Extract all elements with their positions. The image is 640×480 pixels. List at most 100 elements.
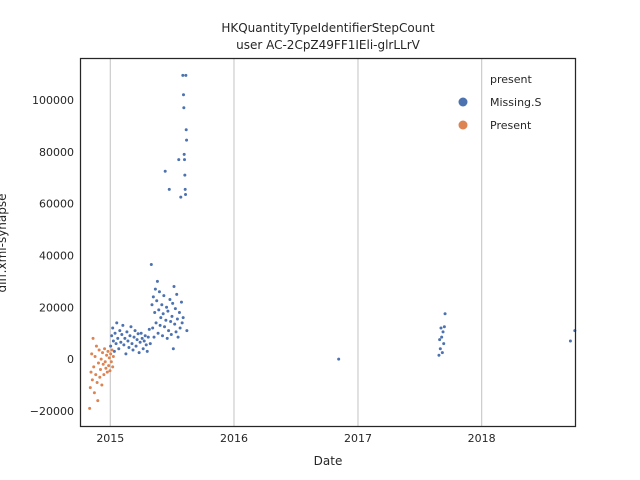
y-tick-labels: −20000 0 20000 40000 60000 80000 100000 xyxy=(30,94,74,418)
y-tick-label: 40000 xyxy=(39,249,74,262)
point-missing-s xyxy=(146,335,150,339)
point-missing-s xyxy=(169,320,173,324)
point-present xyxy=(96,399,100,403)
point-present xyxy=(94,344,98,348)
point-missing-s xyxy=(172,285,176,289)
point-missing-s xyxy=(132,335,136,339)
point-missing-s xyxy=(115,321,119,325)
point-missing-s xyxy=(442,325,446,329)
point-missing-s xyxy=(153,310,157,314)
point-present xyxy=(111,365,115,369)
legend-label-present: Present xyxy=(490,119,532,132)
point-missing-s xyxy=(179,195,183,199)
point-missing-s xyxy=(185,138,189,142)
legend-title: present xyxy=(490,73,533,86)
point-present xyxy=(89,370,93,374)
point-missing-s xyxy=(110,334,114,338)
point-missing-s xyxy=(119,340,123,344)
point-missing-s xyxy=(184,193,188,197)
point-missing-s xyxy=(135,338,139,342)
point-missing-s xyxy=(175,317,179,321)
y-axis-label: diff.xml-synapse xyxy=(0,193,9,292)
legend-marker-present xyxy=(458,120,468,130)
grid xyxy=(109,58,483,427)
point-missing-s xyxy=(138,340,142,344)
point-present xyxy=(92,391,96,395)
point-missing-s xyxy=(171,301,175,305)
point-missing-s xyxy=(151,326,155,330)
point-missing-s xyxy=(114,342,118,346)
point-missing-s xyxy=(133,329,137,333)
point-present xyxy=(97,348,101,352)
point-missing-s xyxy=(182,106,186,110)
point-missing-s xyxy=(173,307,177,311)
x-tick-label: 2015 xyxy=(96,432,124,445)
point-present xyxy=(103,360,107,364)
point-missing-s xyxy=(167,187,171,191)
point-present xyxy=(111,355,115,359)
point-present xyxy=(108,369,112,373)
point-present xyxy=(88,406,92,410)
point-present xyxy=(90,352,94,356)
point-missing-s xyxy=(120,333,124,336)
point-missing-s xyxy=(178,326,182,330)
point-missing-s xyxy=(109,344,113,348)
chart-subtitle: user AC-2CpZ49FF1IEli-glrLLrV xyxy=(236,38,421,52)
point-missing-s xyxy=(184,128,188,132)
point-missing-s xyxy=(163,169,167,173)
point-missing-s xyxy=(174,330,178,334)
point-missing-s xyxy=(185,329,189,333)
point-missing-s xyxy=(167,329,171,333)
point-missing-s xyxy=(127,345,131,349)
x-tick-label: 2017 xyxy=(344,432,372,445)
point-missing-s xyxy=(163,325,167,329)
point-missing-s xyxy=(181,316,185,320)
point-missing-s xyxy=(130,342,134,346)
point-missing-s xyxy=(150,303,154,307)
point-present xyxy=(105,353,109,357)
point-missing-s xyxy=(139,331,143,335)
point-missing-s xyxy=(152,335,156,339)
point-missing-s xyxy=(142,339,146,343)
legend-marker-missing xyxy=(458,97,468,107)
y-tick-label: −20000 xyxy=(30,405,74,418)
point-present xyxy=(91,336,95,340)
y-tick-label: 0 xyxy=(67,353,74,366)
point-present xyxy=(90,378,94,382)
point-present xyxy=(110,348,114,352)
point-missing-s xyxy=(161,312,165,316)
point-present xyxy=(98,375,102,379)
point-missing-s xyxy=(441,330,445,334)
point-missing-s xyxy=(134,344,138,348)
point-present xyxy=(99,357,103,361)
y-tick-label: 20000 xyxy=(39,301,74,314)
point-missing-s xyxy=(113,331,117,335)
point-missing-s xyxy=(183,158,187,162)
point-present xyxy=(104,366,108,370)
point-missing-s xyxy=(169,333,173,336)
point-present xyxy=(100,383,104,387)
point-present xyxy=(106,349,110,353)
point-present xyxy=(107,364,111,368)
point-missing-s xyxy=(158,323,162,327)
point-missing-s xyxy=(184,73,188,77)
point-present xyxy=(92,365,96,369)
point-missing-s xyxy=(176,335,180,339)
point-missing-s xyxy=(148,342,152,346)
point-missing-s xyxy=(122,343,126,347)
point-missing-s xyxy=(438,338,442,342)
point-missing-s xyxy=(143,334,147,338)
point-present xyxy=(88,386,92,390)
point-present xyxy=(98,367,102,371)
point-missing-s xyxy=(182,152,186,156)
point-missing-s xyxy=(154,321,158,325)
x-axis-label: Date xyxy=(314,454,343,468)
point-missing-s xyxy=(437,353,441,357)
point-missing-s xyxy=(568,339,572,343)
point-missing-s xyxy=(125,330,129,334)
point-present xyxy=(109,360,113,364)
point-missing-s xyxy=(179,300,183,304)
point-missing-s xyxy=(183,187,187,191)
point-missing-s xyxy=(177,158,181,162)
point-present xyxy=(101,351,105,355)
